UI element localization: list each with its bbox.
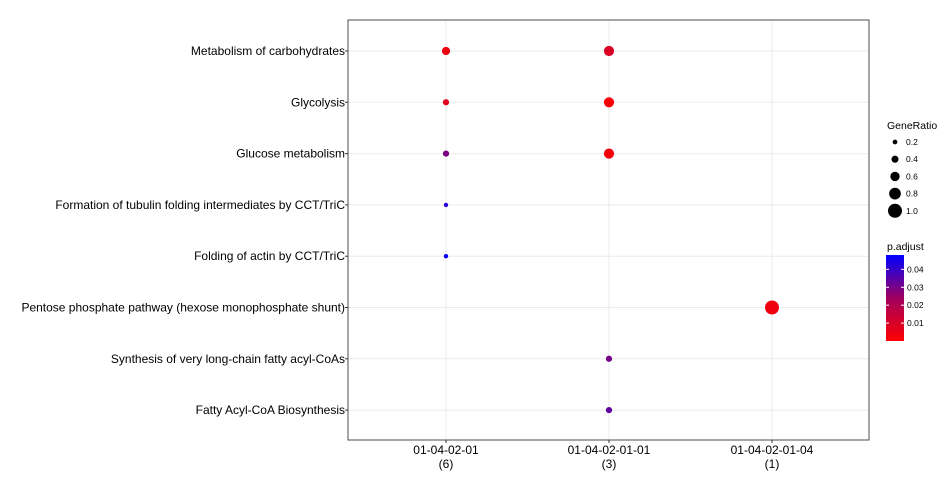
y-tick-label: Formation of tubulin folding intermediat… bbox=[55, 198, 345, 212]
color-legend-label: 0.02 bbox=[907, 300, 924, 310]
data-point bbox=[441, 46, 451, 56]
y-tick-label: Folding of actin by CCT/TriC bbox=[194, 249, 345, 263]
x-tick-label: 01-04-02-01-04 bbox=[731, 443, 814, 457]
x-tick-count: (6) bbox=[439, 457, 454, 471]
data-point bbox=[443, 254, 449, 259]
data-point bbox=[605, 406, 613, 414]
size-legend-label: 0.8 bbox=[906, 189, 918, 199]
y-tick-label: Glucose metabolism bbox=[236, 147, 345, 161]
color-legend-title: p.adjust bbox=[887, 241, 924, 253]
y-tick-label: Fatty Acyl-CoA Biosynthesis bbox=[196, 403, 345, 417]
size-legend-label: 0.4 bbox=[906, 154, 918, 164]
color-legend-label: 0.03 bbox=[907, 282, 924, 292]
data-point bbox=[765, 300, 779, 315]
color-legend-label: 0.04 bbox=[907, 264, 924, 274]
data-point bbox=[603, 97, 615, 108]
size-legend-label: 0.6 bbox=[906, 171, 918, 181]
x-tick-count: (1) bbox=[765, 457, 780, 471]
data-point bbox=[605, 355, 613, 362]
size-legend-key bbox=[892, 139, 898, 145]
y-tick-label: Glycolysis bbox=[291, 95, 345, 109]
x-tick-count: (3) bbox=[602, 457, 617, 471]
size-legend-key bbox=[891, 155, 899, 163]
y-tick-label: Metabolism of carbohydrates bbox=[191, 44, 345, 58]
size-legend-title: GeneRatio bbox=[887, 120, 937, 132]
data-point bbox=[603, 148, 615, 159]
data-point bbox=[603, 45, 615, 57]
y-tick-label: Pentose phosphate pathway (hexose monoph… bbox=[21, 301, 345, 315]
y-tick-label: Synthesis of very long-chain fatty acyl-… bbox=[111, 352, 345, 366]
size-legend-key bbox=[888, 203, 902, 218]
color-legend-bar bbox=[886, 255, 904, 341]
data-point bbox=[443, 202, 449, 208]
color-legend-label: 0.01 bbox=[907, 318, 924, 328]
data-point bbox=[442, 99, 450, 106]
data-point bbox=[442, 150, 450, 157]
size-legend-label: 1.0 bbox=[906, 206, 918, 216]
x-tick-label: 01-04-02-01 bbox=[413, 443, 479, 457]
x-tick-label: 01-04-02-01-01 bbox=[568, 443, 651, 457]
size-legend-key bbox=[890, 171, 900, 182]
size-legend-key bbox=[889, 187, 901, 200]
size-legend-label: 0.2 bbox=[906, 137, 918, 147]
